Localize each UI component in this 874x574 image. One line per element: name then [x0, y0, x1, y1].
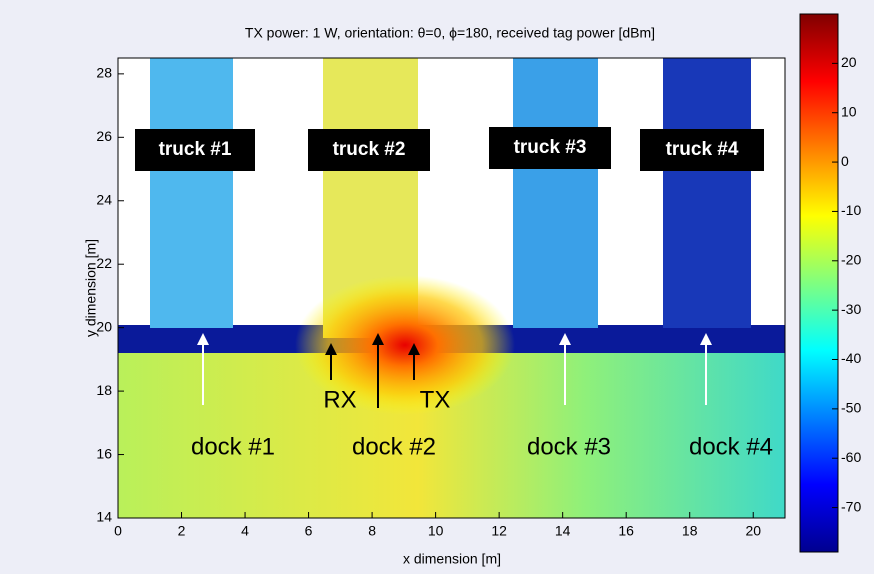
plot-frame [117, 57, 786, 519]
y-tick-label: 24 [96, 191, 112, 207]
arrow-head [559, 333, 571, 345]
y-axis-label: y dimension [m] [83, 239, 99, 337]
colorbar-tick-label: -20 [841, 251, 861, 267]
colorbar-tick-label: -40 [841, 350, 861, 366]
y-tick-label: 16 [96, 445, 112, 461]
truck-label: truck #1 [159, 139, 232, 160]
colorbar-tick-label: -60 [841, 449, 861, 465]
truck-area [663, 58, 751, 328]
colorbar-tick-label: 0 [841, 153, 849, 169]
truck-label: truck #3 [514, 137, 587, 158]
colorbar-tick-label: 20 [841, 54, 857, 70]
colorbar-tick-label: -30 [841, 301, 861, 317]
tx-label: TX [420, 386, 451, 413]
plot-area [117, 57, 786, 519]
y-tick-label: 22 [96, 255, 112, 271]
x-tick-label: 8 [368, 523, 376, 539]
truck-area [150, 58, 233, 328]
rx-label: RX [323, 386, 356, 413]
x-tick-label: 20 [745, 523, 761, 539]
dock-label: dock #2 [352, 433, 436, 460]
x-tick-label: 4 [241, 523, 249, 539]
colorbar-tick-label: -50 [841, 400, 861, 416]
x-axis-label: x dimension [m] [403, 551, 501, 567]
chart-title: TX power: 1 W, orientation: θ=0, ϕ=180, … [245, 25, 655, 41]
truck-area [513, 58, 598, 328]
dock-label: dock #4 [689, 433, 773, 460]
x-tick-label: 12 [491, 523, 507, 539]
truck-label: truck #2 [333, 139, 406, 160]
hotspot [295, 275, 515, 415]
x-tick-label: 0 [114, 523, 122, 539]
truck-label-box [640, 129, 764, 171]
colorbar-tick-label: 10 [841, 103, 857, 119]
y-tick-label: 26 [96, 128, 112, 144]
x-tick-label: 10 [428, 523, 444, 539]
x-tick-label: 16 [618, 523, 634, 539]
truck-label-box [308, 129, 430, 171]
colorbar [799, 13, 839, 553]
arrow-head [325, 343, 337, 355]
truck-label: truck #4 [666, 139, 739, 160]
truck-label-box [135, 129, 255, 171]
colorbar-tick-label: -70 [841, 498, 861, 514]
colorbar-tick-label: -10 [841, 202, 861, 218]
y-tick-label: 14 [96, 509, 112, 525]
y-tick-label: 28 [96, 65, 112, 81]
y-tick-label: 18 [96, 382, 112, 398]
arrow-head [408, 343, 420, 355]
truck-label-box [489, 127, 611, 169]
arrow-head [197, 333, 209, 345]
x-tick-label: 14 [555, 523, 571, 539]
y-tick-label: 20 [96, 318, 112, 334]
x-tick-label: 2 [178, 523, 186, 539]
arrow-head [372, 333, 384, 345]
arrow-head [700, 333, 712, 345]
x-tick-label: 18 [682, 523, 698, 539]
x-tick-label: 6 [305, 523, 313, 539]
dock-label: dock #1 [191, 433, 275, 460]
dock-label: dock #3 [527, 433, 611, 460]
